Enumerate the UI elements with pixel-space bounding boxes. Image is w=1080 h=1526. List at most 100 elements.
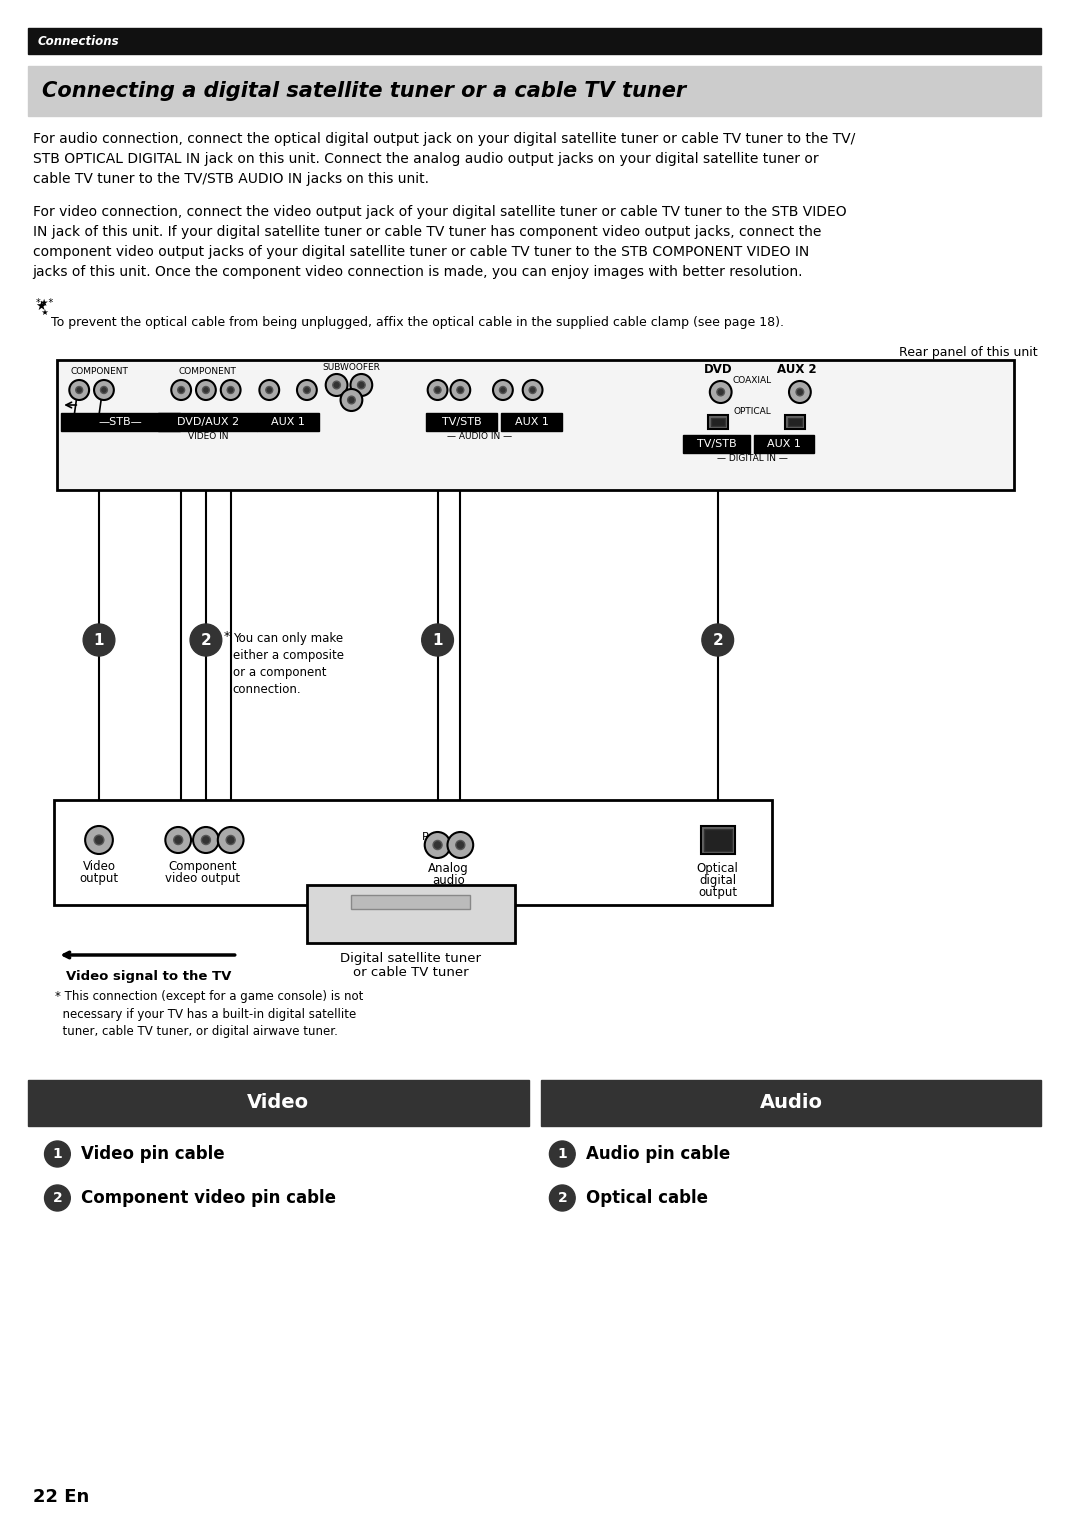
Circle shape [172,380,191,400]
Circle shape [297,380,316,400]
Text: DVD: DVD [703,363,732,375]
Text: 1: 1 [53,1148,63,1161]
Text: COAXIAL: COAXIAL [733,375,772,385]
Text: To prevent the optical cable from being unplugged, affix the optical cable in th: To prevent the optical cable from being … [52,316,784,330]
Bar [754,435,813,453]
Circle shape [350,374,373,397]
Text: COMPONENT: COMPONENT [179,366,237,375]
Text: Audio: Audio [759,1094,823,1112]
Circle shape [421,624,454,656]
Circle shape [523,380,542,400]
Circle shape [259,380,279,400]
Bar [57,360,1014,490]
Text: output: output [80,871,119,885]
Text: SUBWOOFER: SUBWOOFER [323,363,380,372]
Text: 2: 2 [557,1190,567,1206]
Circle shape [340,389,362,410]
Text: AUX 1: AUX 1 [767,439,801,449]
Circle shape [424,832,450,858]
Text: output: output [429,887,468,899]
Circle shape [529,386,536,394]
Circle shape [178,386,185,394]
Text: or cable TV tuner: or cable TV tuner [353,966,469,980]
Circle shape [69,380,89,400]
Text: 1: 1 [557,1148,567,1161]
Bar [540,1080,1041,1126]
Circle shape [499,386,507,394]
Circle shape [456,841,464,850]
Circle shape [326,374,348,397]
Text: — AUDIO IN —: — AUDIO IN — [447,432,512,441]
Circle shape [220,380,241,400]
Text: * This connection (except for a game console) is not
  necessary if your TV has : * This connection (except for a game con… [55,990,364,1038]
Circle shape [165,827,191,853]
Text: 2: 2 [713,632,724,647]
Circle shape [226,835,235,844]
Circle shape [457,386,463,394]
Bar [704,829,731,852]
Circle shape [789,382,811,403]
Text: 22 En: 22 En [32,1488,89,1506]
Circle shape [796,388,804,395]
Circle shape [85,826,112,855]
Text: DVD/AUX 2: DVD/AUX 2 [177,417,239,427]
Bar [701,826,734,855]
Circle shape [447,832,473,858]
Circle shape [333,382,340,389]
Circle shape [348,397,355,404]
Bar [28,66,1041,116]
Text: 2: 2 [53,1190,63,1206]
Bar [501,414,563,430]
Text: digital: digital [699,874,737,887]
Circle shape [83,624,114,656]
Text: video output: video output [165,871,241,885]
Bar [307,885,515,943]
Circle shape [492,380,513,400]
Text: AUX 1: AUX 1 [271,417,305,427]
Bar [159,414,257,430]
Text: VIDEO IN: VIDEO IN [188,432,228,441]
Text: Optical: Optical [697,862,739,874]
Text: ★: ★ [36,308,49,317]
Text: For audio connection, connect the optical digital output jack on your digital sa: For audio connection, connect the optica… [32,133,855,186]
Circle shape [218,827,243,853]
Circle shape [450,380,470,400]
Text: You can only make
either a composite
or a component
connection.: You can only make either a composite or … [232,632,343,696]
Circle shape [702,624,733,656]
Circle shape [550,1186,576,1212]
Bar [788,418,801,426]
Text: 2: 2 [201,632,212,647]
Bar [28,1080,528,1126]
Bar [28,27,1041,53]
Circle shape [174,835,183,844]
Text: L: L [458,832,464,842]
Bar [351,896,470,909]
Circle shape [190,624,221,656]
Bar [426,414,497,430]
Text: TV/STB: TV/STB [442,417,482,427]
Text: — DIGITAL IN —: — DIGITAL IN — [717,455,787,462]
Text: AUX 1: AUX 1 [515,417,549,427]
Bar [683,435,751,453]
Circle shape [433,841,442,850]
Text: Audio pin cable: Audio pin cable [586,1144,730,1163]
Text: Analog: Analog [428,862,469,874]
Text: output: output [698,887,738,899]
Text: Optical cable: Optical cable [586,1189,708,1207]
Text: Connections: Connections [38,35,119,47]
Text: Video signal to the TV: Video signal to the TV [66,971,231,983]
Circle shape [44,1186,70,1212]
Text: For video connection, connect the video output jack of your digital satellite tu: For video connection, connect the video … [32,204,847,279]
Circle shape [94,835,104,845]
Circle shape [303,386,310,394]
Bar [257,414,319,430]
Text: 1: 1 [432,632,443,647]
Circle shape [44,1141,70,1167]
Circle shape [357,382,365,389]
Text: ★: ★ [36,301,46,313]
Circle shape [193,827,219,853]
Bar [711,418,725,426]
Text: Video pin cable: Video pin cable [81,1144,225,1163]
Text: COMPONENT: COMPONENT [70,366,127,375]
Circle shape [100,386,107,394]
